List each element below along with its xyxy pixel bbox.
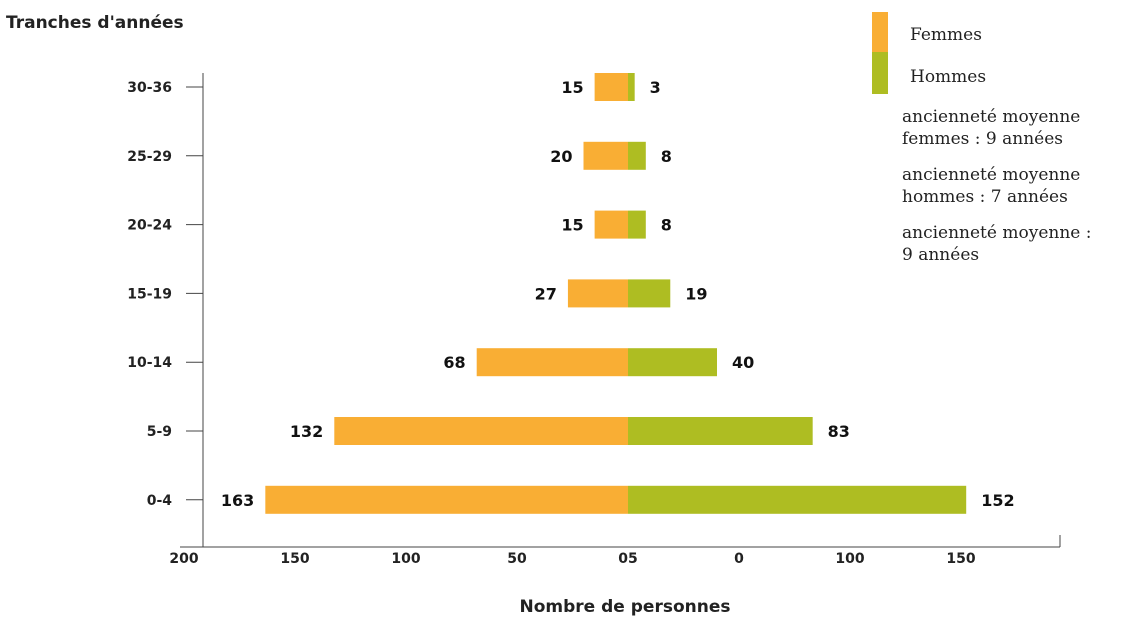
y-tick-label-20-24: 20-24: [127, 218, 172, 234]
value-label-hommes-5-9: 83: [828, 422, 850, 441]
note-total-line1: ancienneté moyenne :: [902, 223, 1091, 243]
value-label-hommes-10-14: 40: [732, 353, 754, 372]
y-axis: 30-36 25-29 20-24 15-19 10-14 5-9 0-4: [127, 73, 204, 547]
y-tick-label-0-4: 0-4: [147, 493, 173, 509]
x-axis-title: Nombre de personnes: [520, 597, 731, 617]
y-tick-label-15-19: 15-19: [127, 286, 172, 302]
value-label-femmes-20-24: 15: [561, 216, 583, 235]
value-label-hommes-15-19: 19: [685, 284, 707, 303]
x-axis: 200 150 100 50 05 0 100 150: [169, 535, 1061, 567]
bar-hommes-15-19: [628, 279, 671, 308]
legend-swatch-hommes: [872, 52, 888, 94]
bar-femmes-30-36: [594, 73, 628, 101]
bar-femmes-5-9: [334, 417, 628, 445]
note-femmes-line1: ancienneté moyenne: [902, 107, 1080, 127]
value-labels: 15 3 20 8 15 8 27 19 68 40 132 83 163 152: [221, 78, 1015, 510]
note-total-line2: 9 années: [902, 245, 979, 265]
note-hommes-line1: ancienneté moyenne: [902, 165, 1080, 185]
x-tick-label-2: 100: [391, 551, 420, 567]
bar-femmes-10-14: [476, 348, 628, 377]
note-hommes-line2: hommes : 7 années: [902, 187, 1068, 207]
x-tick-label-3: 50: [507, 551, 527, 567]
y-axis-title: Tranches d'années: [6, 13, 184, 33]
value-label-femmes-25-29: 20: [550, 147, 572, 166]
bar-femmes-0-4: [265, 485, 628, 514]
bar-hommes-0-4: [628, 485, 967, 514]
x-tick-label-4: 05: [618, 551, 637, 567]
note-femmes-line2: femmes : 9 années: [902, 129, 1063, 149]
legend-swatch-femmes: [872, 12, 888, 52]
value-label-hommes-30-36: 3: [650, 78, 661, 97]
legend-label-hommes: Hommes: [910, 67, 986, 87]
value-label-femmes-30-36: 15: [561, 78, 583, 97]
y-tick-label-30-36: 30-36: [127, 80, 172, 96]
value-label-femmes-10-14: 68: [443, 353, 465, 372]
bar-hommes-25-29: [628, 141, 646, 170]
legend: Femmes Hommes ancienneté moyenne femmes …: [872, 12, 1091, 265]
value-label-hommes-0-4: 152: [981, 491, 1014, 510]
x-tick-label-7: 150: [946, 551, 975, 567]
y-tick-label-5-9: 5-9: [147, 424, 172, 440]
value-label-femmes-15-19: 27: [535, 284, 557, 303]
x-tick-label-5: 0: [734, 551, 744, 567]
bar-hommes-10-14: [628, 348, 717, 377]
legend-label-femmes: Femmes: [910, 25, 982, 45]
value-label-femmes-5-9: 132: [290, 422, 323, 441]
value-label-femmes-0-4: 163: [221, 491, 254, 510]
value-label-hommes-25-29: 8: [661, 147, 672, 166]
x-tick-label-6: 100: [835, 551, 864, 567]
value-label-hommes-20-24: 8: [661, 216, 672, 235]
y-tick-label-10-14: 10-14: [127, 355, 172, 371]
bar-femmes-20-24: [594, 210, 628, 239]
bar-hommes-20-24: [628, 210, 646, 239]
x-tick-label-1: 150: [280, 551, 309, 567]
bar-hommes-5-9: [628, 417, 813, 445]
bar-femmes-15-19: [567, 279, 628, 308]
y-tick-label-25-29: 25-29: [127, 149, 172, 165]
bars: [265, 73, 967, 514]
x-tick-label-0: 200: [169, 551, 198, 567]
bar-femmes-25-29: [583, 141, 628, 170]
bar-hommes-30-36: [628, 73, 635, 101]
